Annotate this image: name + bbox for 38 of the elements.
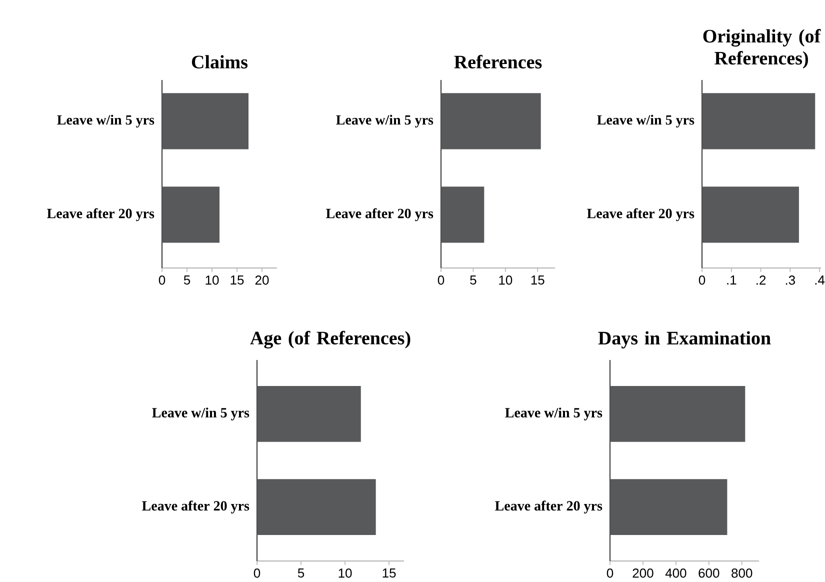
x-tick-label: 800 bbox=[732, 568, 752, 578]
y-tick-label: Leave w/in 5 yrs bbox=[505, 408, 602, 420]
x-tick-label: 10 bbox=[338, 568, 352, 578]
chart-title: References bbox=[454, 54, 542, 68]
x-tick-label: 0 bbox=[606, 568, 614, 578]
x-tick-label: 20 bbox=[255, 276, 269, 285]
x-tick-label: .2 bbox=[756, 276, 766, 285]
x-tick-label: 0 bbox=[254, 568, 260, 578]
y-tick-label: Leave after 20 yrs bbox=[47, 208, 154, 222]
x-tick-label: 0 bbox=[438, 276, 444, 285]
x-tick-label: 10 bbox=[499, 276, 512, 285]
chart-title: Days in Examination bbox=[598, 331, 771, 348]
y-tick-label: Leave w/in 5 yrs bbox=[152, 408, 250, 420]
x-tick-label: 5 bbox=[298, 568, 304, 578]
x-tick-label: 5 bbox=[470, 276, 476, 285]
x-tick-label: 0 bbox=[158, 276, 166, 285]
chart-title: Age (of References) bbox=[250, 330, 410, 348]
chart-title: Originality (of References) bbox=[703, 29, 821, 68]
x-tick-label: 200 bbox=[632, 568, 654, 578]
x-tick-label: 5 bbox=[184, 276, 190, 285]
x-tick-label: .4 bbox=[815, 276, 825, 284]
y-tick-label: Leave after 20 yrs bbox=[142, 500, 250, 514]
x-tick-label: 0 bbox=[698, 276, 706, 285]
x-tick-label: 15 bbox=[382, 568, 396, 578]
x-tick-label: 15 bbox=[230, 276, 244, 285]
x-tick-label: 600 bbox=[698, 568, 720, 578]
x-tick-label: .1 bbox=[727, 276, 736, 284]
y-tick-label: Leave after 20 yrs bbox=[326, 208, 434, 222]
chart-title: Claims bbox=[192, 55, 248, 68]
y-tick-label: Leave after 20 yrs bbox=[495, 500, 602, 514]
y-tick-label: Leave w/in 5 yrs bbox=[57, 114, 154, 128]
x-tick-label: 15 bbox=[531, 276, 544, 285]
y-tick-label: Leave w/in 5 yrs bbox=[597, 114, 694, 128]
y-tick-label: Leave w/in 5 yrs bbox=[336, 114, 434, 128]
x-tick-label: 400 bbox=[665, 568, 686, 578]
x-tick-label: 10 bbox=[206, 276, 219, 285]
y-tick-label: Leave after 20 yrs bbox=[587, 208, 694, 222]
x-tick-label: .3 bbox=[786, 276, 796, 285]
